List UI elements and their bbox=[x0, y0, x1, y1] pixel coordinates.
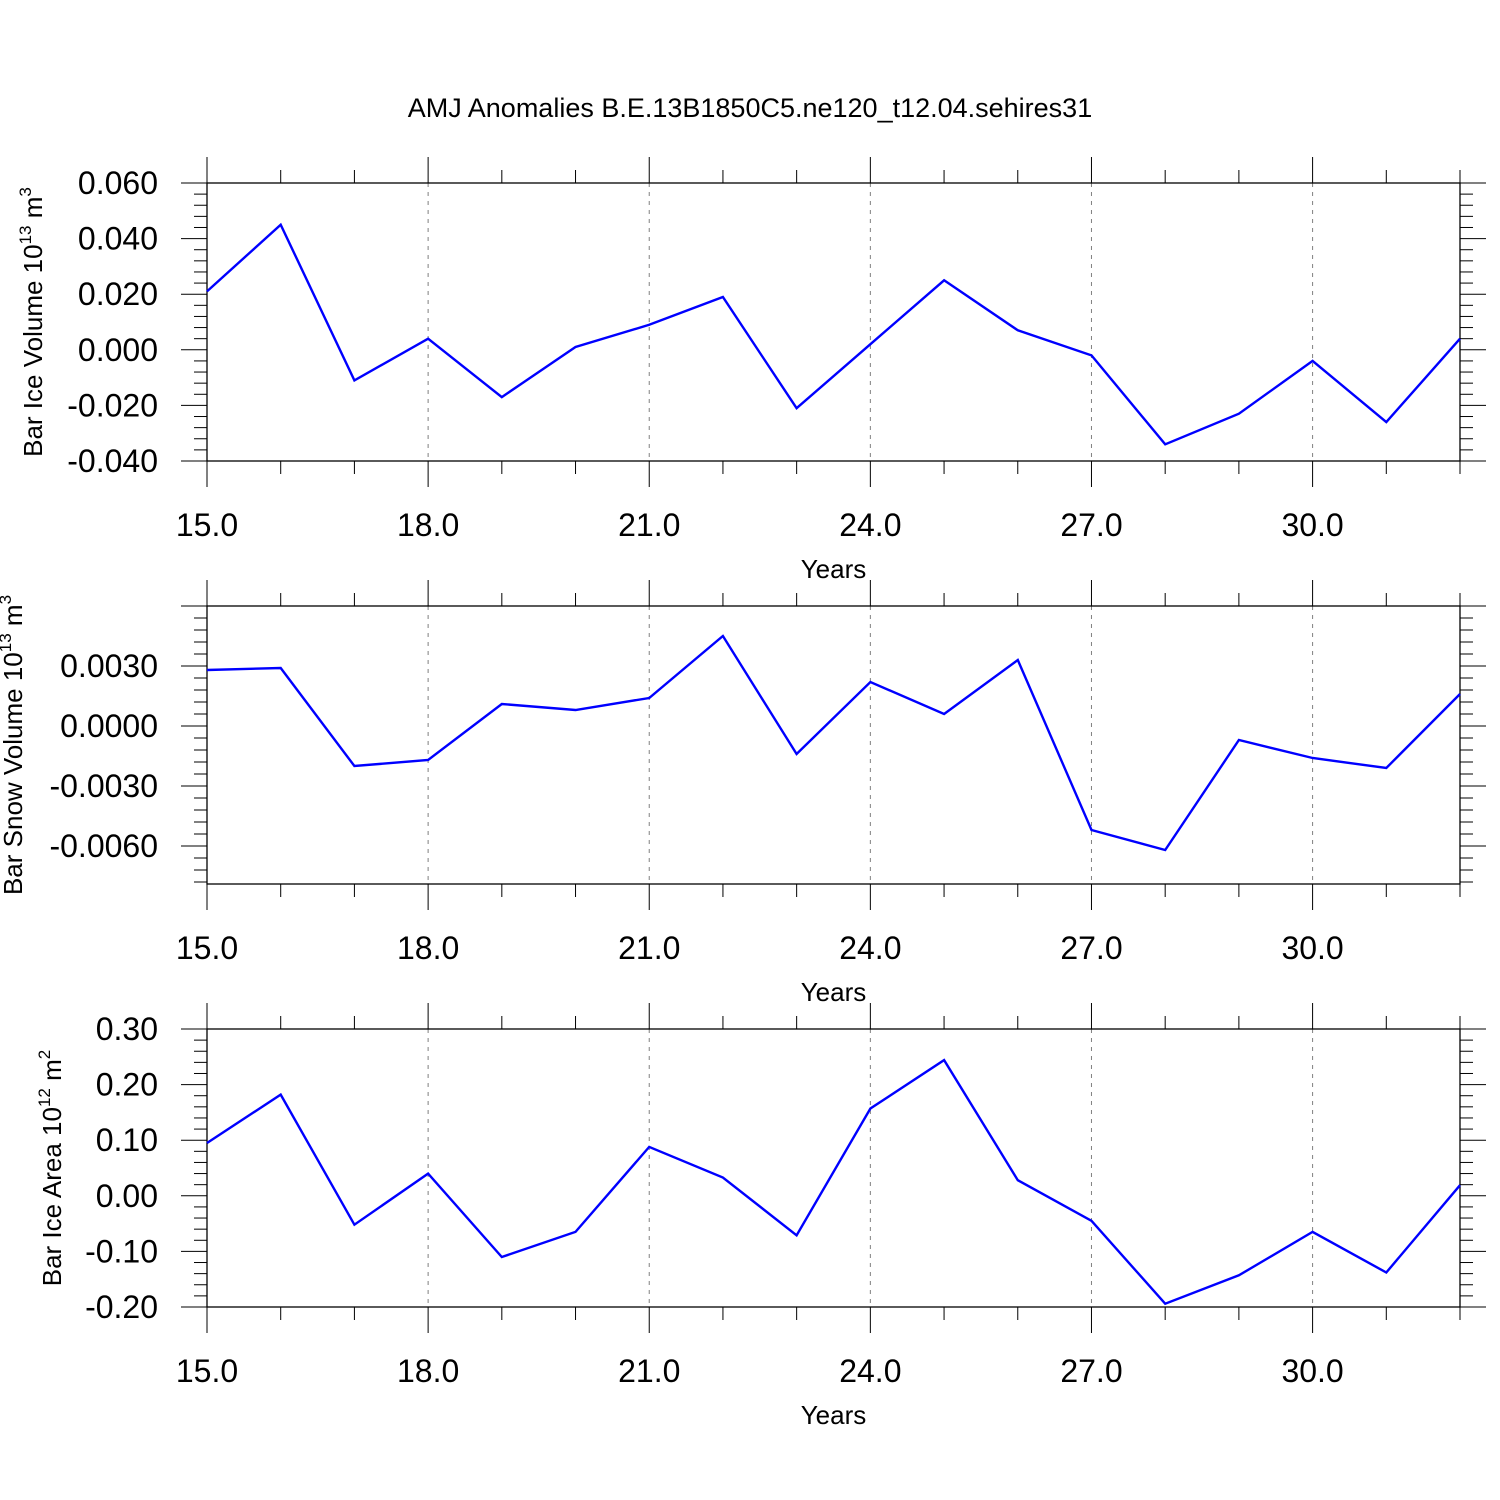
x-tick-label: 18.0 bbox=[397, 930, 459, 966]
x-tick-label: 21.0 bbox=[618, 930, 680, 966]
x-tick-label: 27.0 bbox=[1060, 1353, 1122, 1389]
x-tick-label: 30.0 bbox=[1281, 930, 1343, 966]
x-axis-label: Years bbox=[801, 554, 867, 584]
x-axis-label: Years bbox=[801, 1400, 867, 1430]
series-line bbox=[206, 1058, 1461, 1306]
panel-3: 15.0 18.0 21.0 24.0 27.0 30.0 0.30 0.20 0.10 0.00… bbox=[35, 1003, 1486, 1430]
y-axis-label: Bar Ice Area 1012 m2 bbox=[35, 1050, 67, 1287]
x-tick-label: 15.0 bbox=[176, 930, 238, 966]
y-axis-label-part: Bar Snow Volume 10 bbox=[0, 652, 28, 895]
x-tick-label: 18.0 bbox=[397, 1353, 459, 1389]
y-tick-label: 0.020 bbox=[78, 276, 158, 312]
y-axis-label: Bar Ice Volume 1013 m3 bbox=[16, 187, 48, 457]
y-axis-label-part: Bar Ice Volume 10 bbox=[18, 244, 48, 456]
y-tick-label: 0.000 bbox=[78, 332, 158, 368]
x-tick-label: 24.0 bbox=[839, 507, 901, 543]
y-axis-label: Bar Snow Volume 1013 m3 bbox=[0, 595, 28, 895]
y-tick-label: 0.20 bbox=[96, 1067, 158, 1103]
x-tick-label: 15.0 bbox=[176, 507, 238, 543]
y-tick-label: -0.040 bbox=[67, 443, 158, 479]
plot-frame bbox=[206, 182, 1461, 462]
x-tick-label: 27.0 bbox=[1060, 507, 1122, 543]
x-axis-label: Years bbox=[801, 977, 867, 1007]
x-tick-label: 15.0 bbox=[176, 1353, 238, 1389]
x-tick-label: 24.0 bbox=[839, 930, 901, 966]
y-tick-label: 0.040 bbox=[78, 221, 158, 257]
y-axis-label-superscript: 12 bbox=[35, 1088, 54, 1107]
chart-title: AMJ Anomalies B.E.13B1850C5.ne120_t12.04… bbox=[407, 93, 1093, 123]
y-axis-label-superscript: 13 bbox=[0, 633, 15, 652]
y-axis-label-superscript: 13 bbox=[16, 225, 35, 244]
panel-2: 15.0 18.0 21.0 24.0 27.0 30.0 0.0030 0.0000 -0.0… bbox=[0, 580, 1486, 1007]
y-axis-label-superscript: 2 bbox=[35, 1050, 54, 1059]
series-line bbox=[206, 222, 1461, 446]
y-tick-label: -0.10 bbox=[85, 1233, 158, 1269]
y-tick-label: -0.0060 bbox=[49, 828, 158, 864]
plot-frame bbox=[206, 1028, 1461, 1308]
x-tick-label: 30.0 bbox=[1281, 1353, 1343, 1389]
y-axis-label-part: m bbox=[18, 197, 48, 226]
plot-frame bbox=[206, 605, 1461, 885]
y-tick-label: 0.30 bbox=[96, 1011, 158, 1047]
y-tick-label: 0.10 bbox=[96, 1122, 158, 1158]
panel-1: 15.0 18.0 21.0 24.0 27.0 30.0 0.060 0.040 0.020 0… bbox=[16, 157, 1486, 584]
y-axis-label-part: m bbox=[37, 1059, 67, 1088]
y-tick-label: 0.0030 bbox=[60, 648, 158, 684]
x-tick-label: 24.0 bbox=[839, 1353, 901, 1389]
y-axis-label-superscript: 3 bbox=[16, 187, 35, 196]
y-axis-label-part: m bbox=[0, 604, 28, 633]
y-tick-label: 0.060 bbox=[78, 165, 158, 201]
x-tick-label: 30.0 bbox=[1281, 507, 1343, 543]
x-tick-label: 18.0 bbox=[397, 507, 459, 543]
series-line bbox=[206, 634, 1461, 852]
x-tick-label: 21.0 bbox=[618, 1353, 680, 1389]
y-tick-label: 0.0000 bbox=[60, 708, 158, 744]
y-tick-label: -0.20 bbox=[85, 1289, 158, 1325]
y-tick-label: -0.020 bbox=[67, 387, 158, 423]
y-axis-label-superscript: 3 bbox=[0, 595, 15, 604]
y-tick-label: 0.00 bbox=[96, 1178, 158, 1214]
x-tick-label: 21.0 bbox=[618, 507, 680, 543]
y-tick-label: -0.0030 bbox=[49, 768, 158, 804]
x-tick-label: 27.0 bbox=[1060, 930, 1122, 966]
y-axis-label-part: Bar Ice Area 10 bbox=[37, 1107, 67, 1286]
